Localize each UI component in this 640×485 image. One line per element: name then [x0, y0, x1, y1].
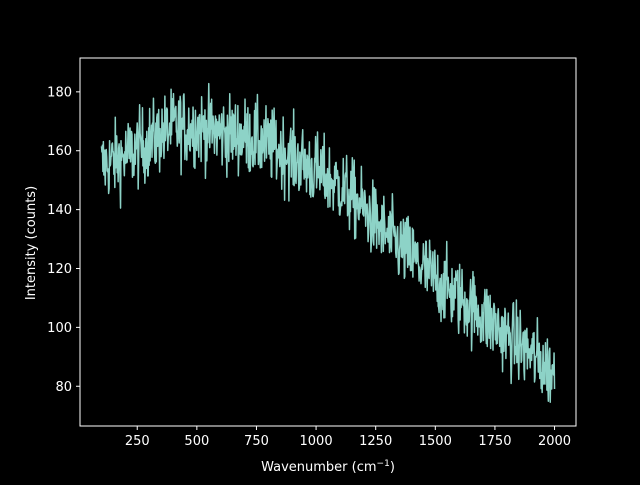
- x-tick-label: 750: [244, 434, 269, 449]
- x-tick-label: 1250: [359, 434, 392, 449]
- y-tick-label: 80: [55, 380, 72, 395]
- y-tick-label: 140: [47, 203, 72, 218]
- x-tick-label: 1500: [419, 434, 452, 449]
- plot-layer: [100, 82, 556, 404]
- x-tick-label: 1750: [478, 434, 511, 449]
- y-tick-label: 120: [47, 262, 72, 277]
- x-axis-label-close: ): [390, 460, 395, 475]
- y-axis-label: Intensity (counts): [24, 186, 39, 300]
- x-tick-label: 2000: [538, 434, 571, 449]
- y-axis-ticks: 80 100 120 140 160 180: [47, 85, 80, 395]
- x-axis-label-superscript: −1: [377, 459, 390, 469]
- x-axis-label: Wavenumber (cm−1): [261, 459, 395, 475]
- y-tick-label: 180: [47, 85, 72, 100]
- x-axis-ticks: 250 500 750 1000 1250 1500 1750 2000: [125, 426, 571, 449]
- x-axis-label-main: Wavenumber (cm: [261, 460, 376, 475]
- y-tick-label: 100: [47, 321, 72, 336]
- x-tick-label: 500: [184, 434, 209, 449]
- x-tick-label: 250: [125, 434, 150, 449]
- y-tick-label: 160: [47, 144, 72, 159]
- axes-frame: [79, 57, 577, 427]
- spectrum-series-line: [100, 82, 556, 404]
- x-tick-label: 1000: [300, 434, 333, 449]
